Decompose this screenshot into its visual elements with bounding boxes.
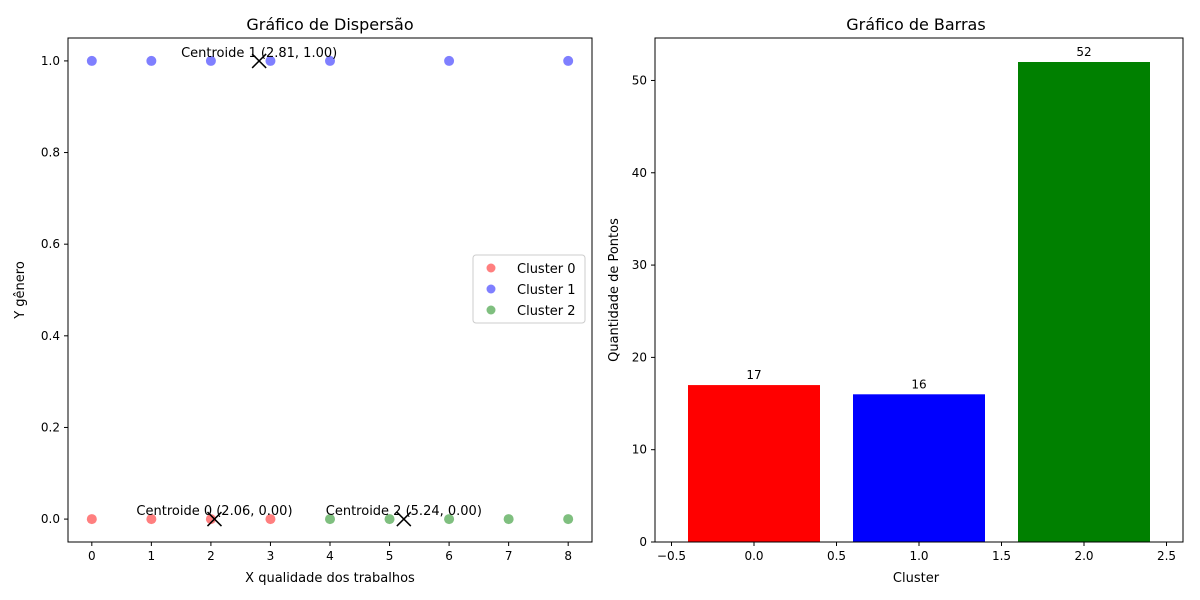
x-tick-label: 1 [148,549,156,563]
scatter-point-cluster-0 [146,514,157,525]
scatter-point-cluster-2 [444,514,455,525]
scatter-chart: Gráfico de Dispersão X qualidade dos tra… [13,15,593,586]
y-tick-label: 30 [632,258,647,272]
y-tick-label: 0.0 [41,512,60,526]
x-tick-label: 2 [207,549,215,563]
scatter-point-cluster-0 [205,514,216,525]
bar-value-label: 17 [746,368,761,382]
legend-label: Cluster 1 [517,283,576,298]
scatter-point-cluster-2 [503,514,514,525]
x-tick-label: 6 [445,549,453,563]
scatter-point-cluster-1 [265,55,276,66]
x-tick-label: 0.5 [827,549,846,563]
legend-label: Cluster 0 [517,262,576,277]
scatter-y-axis-label: Y gênero [13,261,28,320]
x-tick-label: 4 [326,549,334,563]
scatter-legend: Cluster 0 Cluster 1 Cluster 2 [472,254,586,324]
bar-x-axis-label: Cluster [893,571,940,586]
x-tick-label: 2.0 [1074,549,1093,563]
scatter-point-cluster-2 [384,514,395,525]
x-tick-label: 3 [267,549,275,563]
bar-title: Gráfico de Barras [846,15,985,34]
scatter-point-cluster-1 [325,55,335,66]
y-tick-label: 0 [639,535,647,549]
scatter-point-cluster-2 [563,514,574,525]
x-tick-label: 2.5 [1157,549,1176,563]
scatter-point-cluster-0 [86,514,97,525]
scatter-point-cluster-1 [444,55,455,66]
y-tick-label: 20 [632,350,647,364]
centroid-marker [396,511,412,527]
scatter-x-axis-label: X qualidade dos trabalhos [245,571,415,586]
centroid-marker [251,53,267,69]
centroid-label: Centroide 1 (2.81, 1.00) [181,46,337,61]
bar-y-axis-label: Quantidade de Pontos [607,218,622,362]
x-tick-label: 7 [505,549,513,563]
x-tick-label: −0.5 [657,549,686,563]
scatter-point-cluster-1 [146,55,157,66]
y-tick-label: 0.8 [41,146,60,160]
x-tick-label: 0 [88,549,96,563]
x-tick-label: 1.5 [992,549,1011,563]
y-tick-label: 1.0 [41,54,60,68]
y-tick-label: 0.4 [41,329,60,343]
x-tick-label: 5 [386,549,394,563]
y-tick-label: 50 [632,73,647,87]
scatter-plot-frame [67,37,593,543]
scatter-point-cluster-1 [86,55,97,66]
scatter-title: Gráfico de Dispersão [246,15,413,34]
bar-value-label: 16 [911,377,926,391]
bar-cluster-1 [853,394,985,542]
scatter-point-cluster-1 [205,55,216,66]
centroid-marker [206,511,223,527]
legend-marker-cluster-2 [486,305,496,315]
x-tick-label: 8 [564,549,572,563]
bar-chart: Gráfico de Barras Cluster Quantidade de … [607,15,1184,586]
centroid-label: Centroide 2 (5.24, 0.00) [326,504,482,519]
y-tick-label: 0.6 [41,237,60,251]
bar-cluster-2 [1018,62,1150,542]
y-tick-label: 40 [632,166,647,180]
scatter-point-cluster-2 [325,514,335,525]
x-tick-label: 0.0 [744,549,763,563]
legend-box [472,254,586,324]
bar-value-label: 52 [1076,45,1091,59]
scatter-point-cluster-0 [265,514,276,525]
scatter-point-cluster-1 [563,55,574,66]
y-tick-label: 0.2 [41,420,60,434]
y-tick-label: 10 [632,443,647,457]
centroid-label: Centroide 0 (2.06, 0.00) [136,504,292,519]
bar-cluster-0 [688,385,820,542]
legend-marker-cluster-1 [486,284,496,294]
x-tick-label: 1.0 [909,549,928,563]
legend-label: Cluster 2 [517,304,576,319]
legend-marker-cluster-0 [486,263,496,273]
bar-plot-frame [654,37,1184,543]
